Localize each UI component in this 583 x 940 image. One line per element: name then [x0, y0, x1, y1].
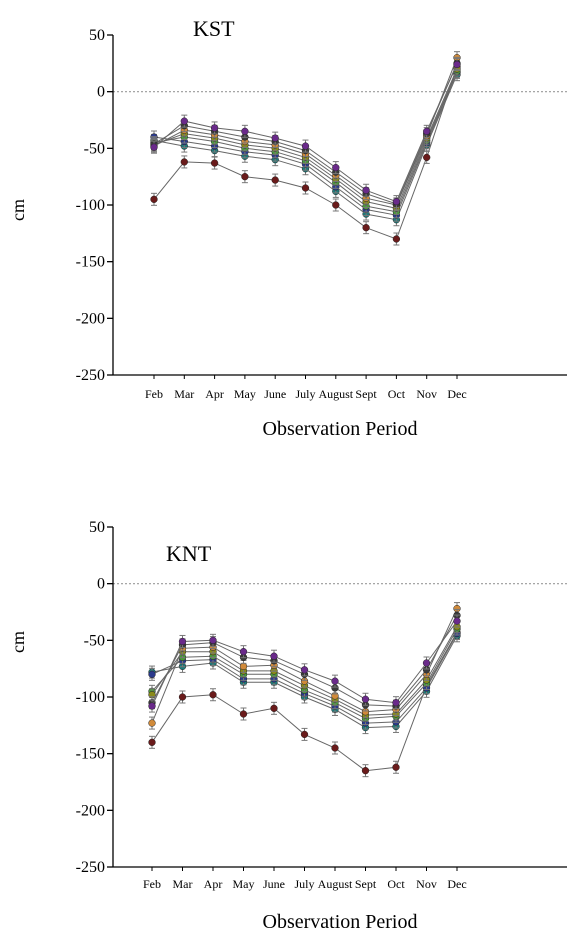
data-point: [331, 677, 339, 685]
data-point: [150, 143, 158, 151]
data-point: [301, 184, 310, 192]
plot-area: 50 0 -50 -100 -150 -200 -250 Feb Mar Apr May June Ju…: [76, 519, 567, 891]
data-point: [148, 670, 156, 678]
x-tick-label: Mar: [174, 387, 194, 401]
y-tick-label: 0: [97, 84, 105, 101]
data-point: [300, 666, 309, 674]
x-tick-label: June: [263, 877, 285, 891]
x-tick-label: Mar: [173, 877, 193, 891]
y-tick-label: -200: [76, 310, 105, 327]
data-point: [422, 659, 431, 667]
y-axis-label: cm: [8, 199, 28, 221]
plot-area: 50 0 -50 -100 -150 -200 -250 Feb Mar Apr May June Ju…: [76, 27, 567, 401]
data-point: [423, 127, 431, 135]
x-tick-label: Nov: [416, 877, 437, 891]
x-axis-label: Observation Period: [263, 911, 418, 933]
x-tick-label: Sept: [355, 877, 377, 891]
data-point: [178, 693, 187, 701]
data-point: [178, 637, 187, 646]
chart-title: KNT: [166, 541, 212, 566]
data-point: [270, 704, 278, 712]
data-point: [392, 699, 400, 707]
data-point: [148, 719, 156, 727]
data-point: [300, 730, 309, 739]
data-point: [332, 201, 340, 209]
x-tick-label: Oct: [388, 387, 406, 401]
data-point: [423, 153, 431, 162]
x-tick-label: Apr: [204, 877, 223, 891]
x-tick-label: Dec: [447, 387, 466, 401]
data-point: [210, 124, 219, 132]
y-tick-label: -150: [76, 746, 105, 763]
x-tick-label: Dec: [447, 877, 466, 891]
data-point: [270, 652, 278, 660]
y-tick-label: -200: [76, 802, 105, 819]
y-tick-label: -250: [76, 859, 105, 876]
data-point: [241, 173, 249, 181]
chart-kst: KST cm Observation Period 50 0 -50 -100 -150…: [8, 16, 567, 440]
data-point: [239, 710, 248, 718]
data-point: [362, 224, 370, 232]
data-point: [392, 763, 400, 771]
y-tick-label: -50: [84, 140, 105, 157]
x-tick-label: Feb: [143, 877, 161, 891]
y-tick-label: 50: [89, 27, 105, 44]
data-point: [453, 60, 461, 69]
data-point: [271, 176, 279, 184]
data-point: [148, 738, 156, 746]
x-tick-label: July: [294, 877, 314, 891]
data-point: [331, 744, 339, 752]
data-point: [180, 117, 188, 125]
chart-knt: KNT cm Observation Period 50 0 -50 -100 -150…: [8, 519, 567, 933]
y-tick-label: -50: [84, 632, 105, 649]
data-point: [239, 648, 248, 656]
x-tick-label: May: [234, 387, 256, 401]
y-tick-label: -100: [76, 197, 105, 214]
data-point: [148, 702, 156, 710]
data-point: [150, 195, 158, 203]
data-point: [332, 163, 340, 172]
data-point: [301, 142, 310, 150]
data-point: [209, 691, 217, 699]
data-point: [453, 617, 461, 625]
x-tick-label: August: [318, 387, 353, 401]
x-tick-label: Oct: [387, 877, 405, 891]
x-tick-label: August: [318, 877, 353, 891]
x-tick-label: Apr: [205, 387, 224, 401]
x-tick-label: May: [233, 877, 255, 891]
x-tick-label: Feb: [145, 387, 163, 401]
data-point: [362, 186, 370, 194]
chart-title: KST: [193, 16, 235, 41]
y-tick-label: 50: [89, 519, 105, 536]
x-tick-label: June: [264, 387, 286, 401]
y-tick-label: -150: [76, 254, 105, 271]
y-tick-label: 0: [97, 576, 105, 593]
data-point: [180, 158, 188, 166]
data-point: [361, 695, 370, 703]
data-point: [392, 235, 401, 243]
x-tick-label: Sept: [355, 387, 377, 401]
y-axis-label: cm: [8, 631, 28, 653]
y-tick-label: -100: [76, 689, 105, 706]
y-tick-label: -250: [76, 367, 105, 384]
data-point: [210, 159, 219, 167]
data-point: [209, 636, 217, 644]
data-point: [239, 662, 248, 671]
data-point: [271, 134, 279, 142]
x-axis-label: Observation Period: [263, 418, 418, 440]
data-point: [361, 767, 370, 775]
data-point: [241, 127, 249, 135]
x-tick-label: July: [295, 387, 315, 401]
x-tick-label: Nov: [416, 387, 437, 401]
data-point: [392, 197, 401, 206]
